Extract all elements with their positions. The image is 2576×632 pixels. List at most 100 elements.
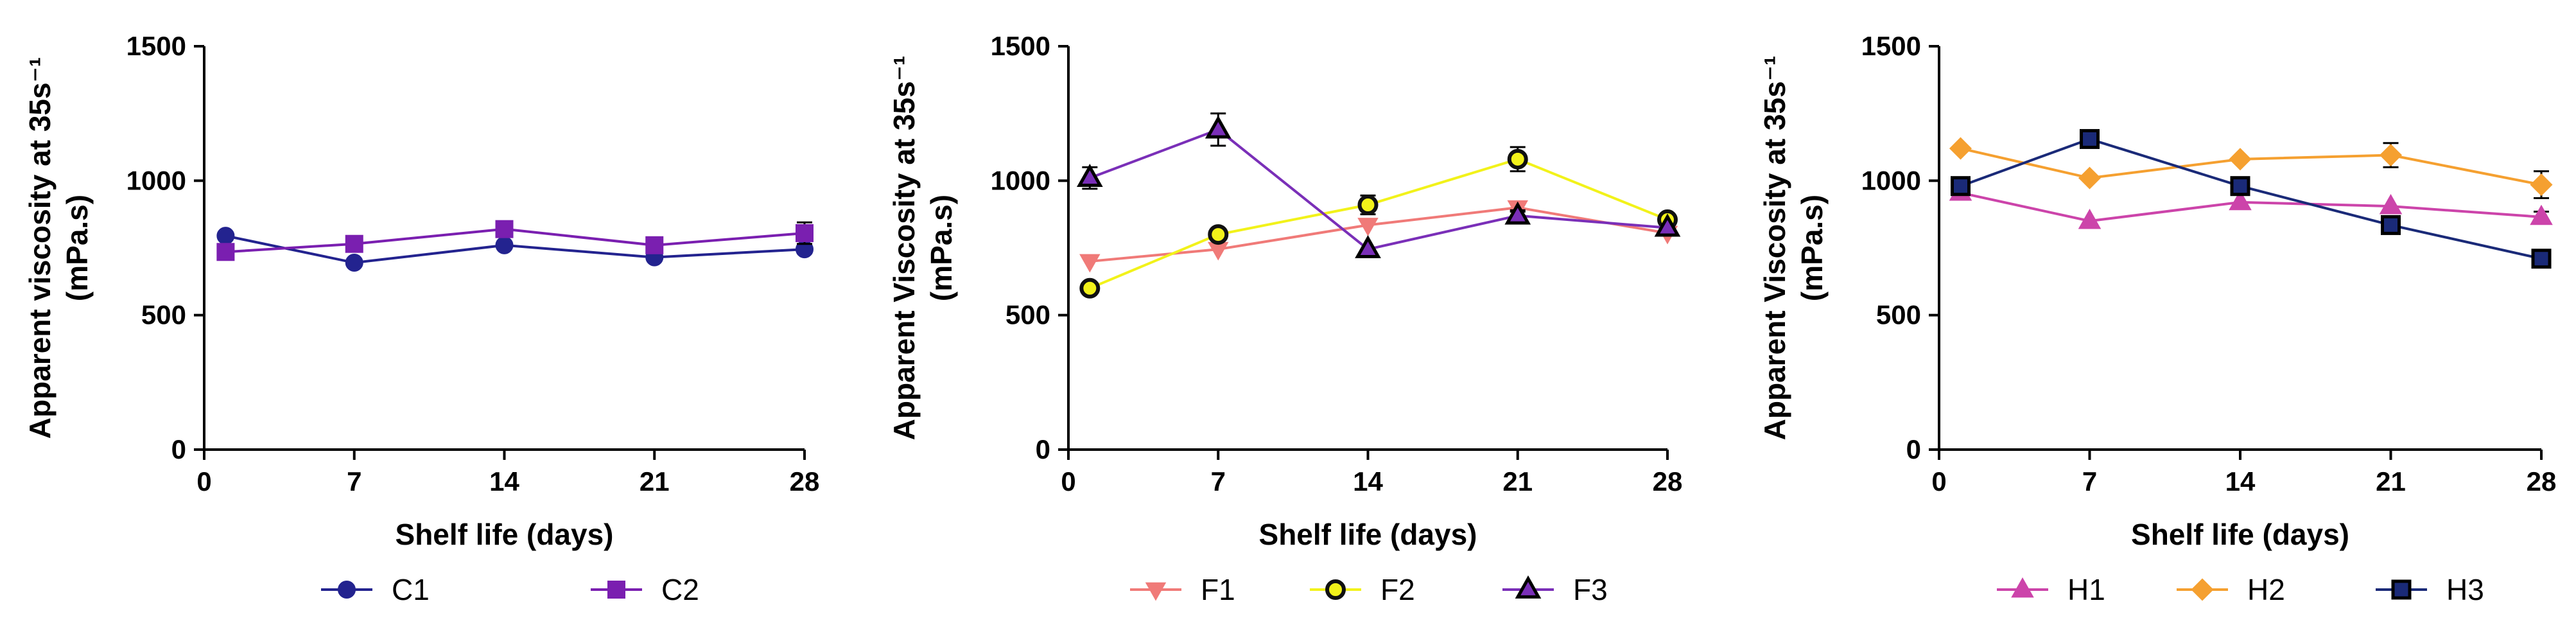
data-point-h2: [2229, 148, 2252, 171]
x-tick-label: 14: [2225, 466, 2256, 496]
y-tick-label: 1000: [126, 165, 186, 195]
data-point-h1: [2078, 209, 2102, 229]
y-axis-title-line: Apparent Viscosity at 35s⁻¹: [1758, 56, 1791, 441]
x-tick-label: 21: [640, 466, 670, 496]
x-tick-label: 0: [196, 466, 211, 496]
legend-label: F3: [1573, 573, 1608, 606]
legend: H1 H2 H3: [1997, 573, 2484, 606]
y-tick-label: 500: [1005, 300, 1050, 330]
y-axis-title-line: (mPa.s): [1795, 195, 1829, 301]
data-point-h1: [2379, 194, 2403, 215]
series-f3: [1076, 112, 1681, 258]
x-tick-label: 7: [1211, 466, 1226, 496]
series-line-c2: [225, 227, 805, 254]
data-point-c2: [645, 236, 664, 254]
y-tick-label: 0: [171, 434, 186, 464]
y-axis-title-line: Apparent viscosity at 35s⁻¹: [23, 57, 57, 439]
data-point-c1: [495, 236, 514, 254]
data-point-h1: [2530, 204, 2553, 225]
y-tick-label: 1500: [1861, 31, 1921, 61]
legend-label: C2: [661, 573, 699, 606]
x-axis-title: Shelf life (days): [1259, 518, 1477, 551]
legend-item-h3: H3: [2376, 573, 2484, 606]
data-point-c1: [345, 254, 363, 272]
chart-panel-3: 0 500 1000 1500 0 7 14 21 28 Shelf life (days) App…: [1758, 31, 2556, 606]
y-axis-title: Apparent Viscosity at 35s⁻¹ (mPa.s): [1758, 56, 1829, 441]
data-point-f2: [1208, 224, 1229, 245]
data-point-c2: [796, 224, 814, 242]
legend-marker: [1145, 582, 1167, 601]
data-point-f3: [1355, 234, 1381, 258]
data-point-h1: [2229, 189, 2252, 211]
y-axis-title-line: (mPa.s): [60, 195, 94, 301]
data-point-c2: [216, 243, 235, 261]
series-line-f3: [1089, 128, 1668, 251]
legend-label: H1: [2067, 573, 2105, 606]
legend-marker: [1515, 575, 1542, 599]
legend-label: C1: [392, 573, 430, 606]
legend-label: F2: [1380, 573, 1415, 606]
data-point-h2: [2530, 173, 2553, 197]
y-tick-label: 1000: [991, 165, 1050, 195]
legend: F1 F2 F3: [1130, 573, 1608, 606]
x-tick-label: 28: [2527, 466, 2557, 496]
x-tick-label: 14: [489, 466, 519, 496]
series-f2: [1079, 146, 1678, 299]
data-point-f3: [1504, 201, 1531, 225]
data-point-h2: [2379, 144, 2403, 167]
data-point-c2: [495, 220, 514, 238]
data-point-h3: [2381, 215, 2401, 235]
data-point-h2: [2078, 166, 2102, 189]
data-point-f2: [1357, 195, 1379, 216]
x-axis-title: Shelf life (days): [2131, 518, 2349, 551]
data-point-h3: [2531, 249, 2552, 269]
data-point-f1: [1079, 254, 1101, 273]
x-axis-title: Shelf life (days): [396, 518, 614, 551]
series-f1: [1079, 200, 1678, 273]
y-axis-title: Apparent viscosity at 35s⁻¹ (mPa.s): [23, 57, 94, 439]
legend-label: F1: [1201, 573, 1235, 606]
legend-item-f1: F1: [1130, 573, 1235, 606]
x-tick-label: 28: [790, 466, 820, 496]
legend-item-c2: C2: [591, 573, 699, 606]
series-line-h3: [1960, 137, 2542, 260]
legend-item-c1: C1: [321, 573, 430, 606]
y-axis-title-line: Apparent Viscosity at 35s⁻¹: [887, 56, 921, 441]
x-tick-label: 28: [1653, 466, 1683, 496]
series-c2: [216, 220, 814, 261]
x-tick-label: 0: [1931, 466, 1946, 496]
y-axis-title: Apparent Viscosity at 35s⁻¹ (mPa.s): [887, 56, 958, 441]
y-tick-label: 1500: [126, 31, 186, 61]
x-tick-label: 21: [1502, 466, 1533, 496]
legend-marker: [2191, 578, 2214, 601]
data-point-h3: [1951, 176, 1971, 197]
y-tick-label: 1500: [991, 31, 1050, 61]
data-point-f2: [1079, 277, 1101, 299]
legend-label: H2: [2247, 573, 2285, 606]
data-point-f1: [1357, 218, 1379, 236]
legend-marker: [1325, 579, 1346, 600]
data-point-f3: [1654, 213, 1681, 237]
series-h3: [1951, 128, 2552, 269]
data-point-c2: [345, 234, 363, 253]
data-point-h3: [2230, 176, 2250, 197]
y-tick-label: 0: [1036, 434, 1050, 464]
x-tick-label: 21: [2376, 466, 2406, 496]
series-line-h1: [1960, 191, 2542, 223]
data-point-f2: [1507, 148, 1528, 170]
y-tick-label: 1000: [1861, 165, 1921, 195]
data-point-c1: [216, 227, 235, 245]
x-tick-label: 7: [2082, 466, 2097, 496]
data-point-h2: [1949, 137, 1972, 160]
y-tick-label: 0: [1906, 434, 1921, 464]
legend-item-h1: H1: [1997, 573, 2105, 606]
data-point-f3: [1205, 115, 1231, 139]
y-tick-label: 500: [1876, 300, 1921, 330]
legend-item-f3: F3: [1502, 573, 1608, 606]
x-tick-label: 14: [1353, 466, 1383, 496]
series-h2: [1949, 137, 2553, 200]
chart-panel-2: 0 500 1000 1500 0 7 14 21 28 Shelf life (days) App…: [887, 31, 1682, 606]
legend-marker: [338, 581, 356, 599]
legend-marker: [2011, 577, 2034, 598]
